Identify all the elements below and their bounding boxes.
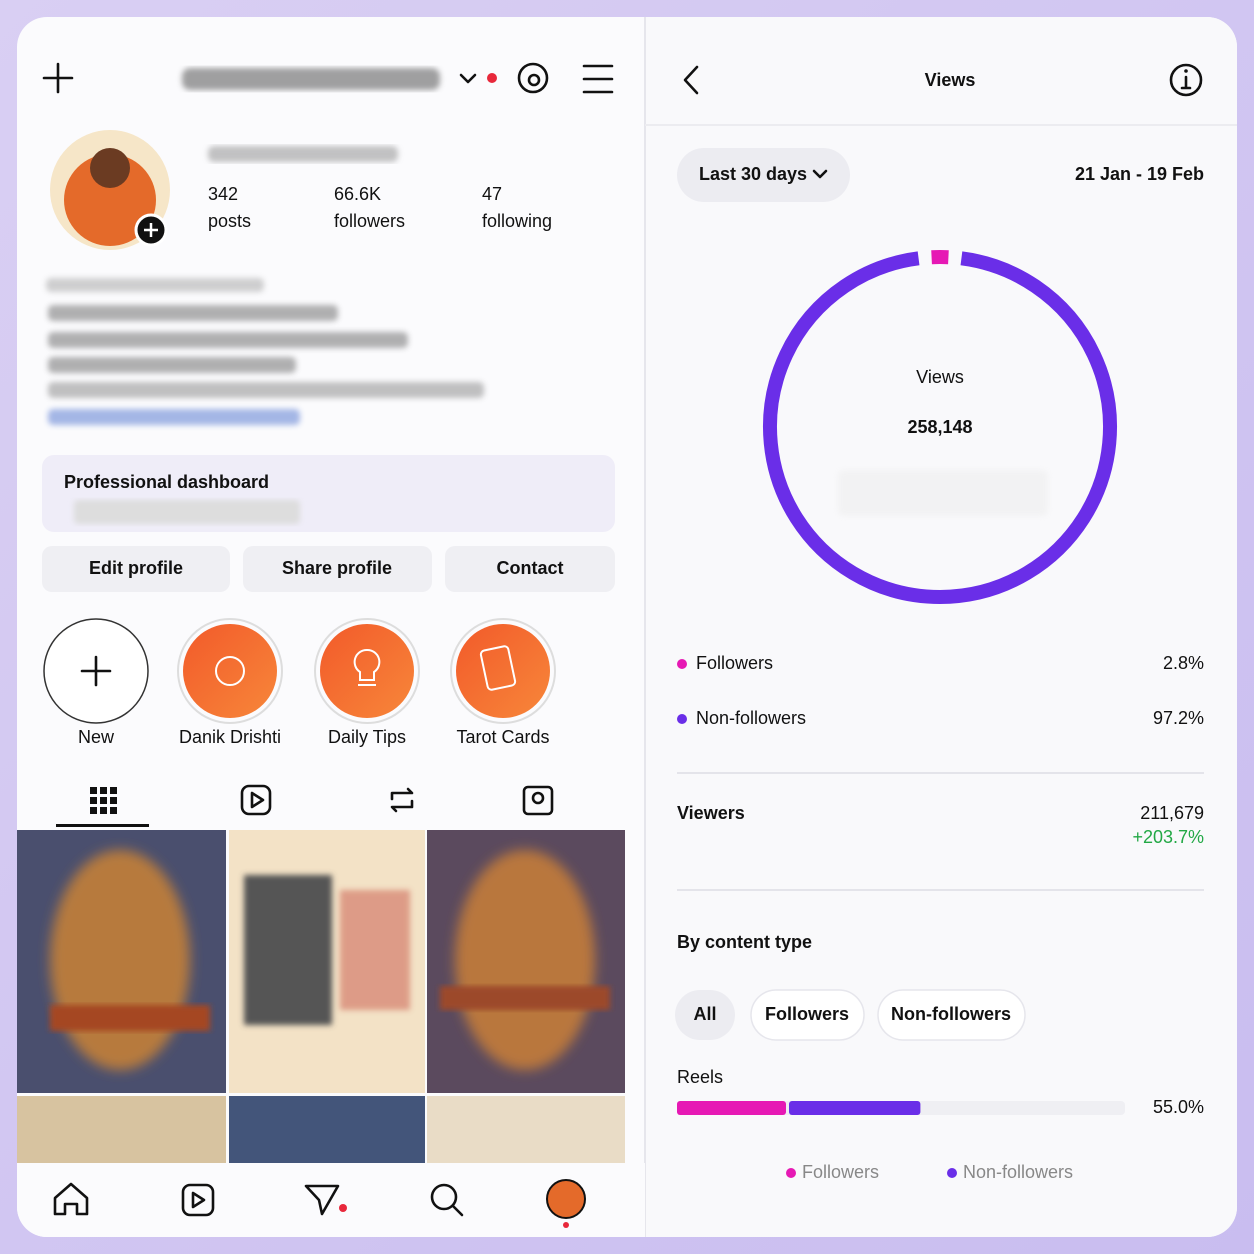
profile-icon[interactable] — [546, 1179, 586, 1219]
viewers-label: Viewers — [677, 803, 745, 823]
filter-chip[interactable] — [750, 989, 865, 1041]
legend-dot — [677, 714, 687, 724]
filter-chip[interactable] — [877, 989, 1026, 1041]
legend-value: 2.8% — [1163, 653, 1204, 673]
content-bars: Reels 55.0% Followers Non-followers — [677, 1067, 1204, 1182]
highlight-label: Daily Tips — [328, 727, 406, 747]
donut-label: Views — [916, 367, 964, 387]
highlight-label: Danik Drishti — [179, 727, 281, 747]
filter-label: Followers — [765, 1004, 849, 1024]
dashboard-label: Professional dashboard — [64, 472, 269, 492]
bar-segment — [789, 1101, 921, 1115]
stat-value: 47 — [482, 184, 502, 204]
button[interactable] — [243, 546, 432, 592]
highlight[interactable] — [183, 624, 277, 718]
grid-tab[interactable] — [90, 787, 117, 814]
stat-value: 342 — [208, 184, 238, 204]
filter-label: All — [693, 1004, 716, 1024]
highlight-label: Tarot Cards — [456, 727, 549, 747]
menu-icon[interactable] — [582, 64, 614, 94]
legend-dot — [947, 1168, 957, 1178]
page-title: Views — [925, 70, 976, 90]
filter-chip[interactable] — [675, 990, 735, 1040]
account-switch[interactable] — [459, 73, 477, 84]
add-icon[interactable] — [42, 62, 74, 94]
stat-value: 66.6K — [334, 184, 381, 204]
donut — [763, 250, 1117, 604]
bio-blurred — [46, 278, 484, 425]
legend-label: Followers — [696, 653, 773, 673]
info-button[interactable] — [1169, 63, 1203, 97]
reposts-tab[interactable] — [390, 787, 414, 813]
messages-icon[interactable] — [304, 1184, 340, 1216]
period-label: Last 30 days — [699, 164, 807, 184]
threads-icon[interactable] — [517, 62, 549, 94]
home-icon[interactable] — [53, 1182, 89, 1216]
legend-label: Followers — [802, 1162, 879, 1182]
post-grid — [17, 830, 625, 1166]
period-selector[interactable] — [677, 148, 850, 202]
stat-label: followers — [334, 211, 405, 231]
highlight[interactable] — [320, 624, 414, 718]
legend-dot — [677, 659, 687, 669]
reels-tab[interactable] — [240, 784, 272, 816]
legend-label: Non-followers — [696, 708, 806, 728]
username-blurred — [182, 68, 440, 90]
section-title: By content type — [677, 932, 812, 952]
search-icon[interactable] — [430, 1183, 464, 1217]
legend-value: 97.2% — [1153, 708, 1204, 728]
breakdown: Followers 2.8% Non-followers 97.2% — [677, 653, 1204, 728]
stat-label: following — [482, 211, 552, 231]
reels-icon[interactable] — [181, 1183, 215, 1217]
notification-dot — [487, 73, 497, 83]
viewers-value: 211,679 — [1140, 803, 1204, 823]
stat-label: posts — [208, 211, 251, 231]
button[interactable] — [42, 546, 230, 592]
button-label: Edit profile — [89, 558, 183, 578]
tagged-tab[interactable] — [522, 785, 554, 816]
highlight-label: New — [78, 727, 115, 747]
highlight[interactable] — [456, 624, 550, 718]
button-label: Share profile — [282, 558, 392, 578]
legend-label: Non-followers — [963, 1162, 1073, 1182]
legend-dot — [786, 1168, 796, 1178]
date-range: 21 Jan - 19 Feb — [1075, 164, 1204, 184]
button-label: Contact — [497, 558, 564, 578]
button[interactable] — [445, 546, 615, 592]
content-label: Reels — [677, 1067, 723, 1087]
content-value: 55.0% — [1153, 1097, 1204, 1117]
donut-segment — [763, 251, 1117, 604]
bar-segment — [677, 1101, 786, 1115]
viewers-change: +203.7% — [1132, 827, 1204, 847]
filter-label: Non-followers — [891, 1004, 1011, 1024]
back-button[interactable] — [683, 65, 699, 95]
donut-total: 258,148 — [907, 417, 972, 437]
